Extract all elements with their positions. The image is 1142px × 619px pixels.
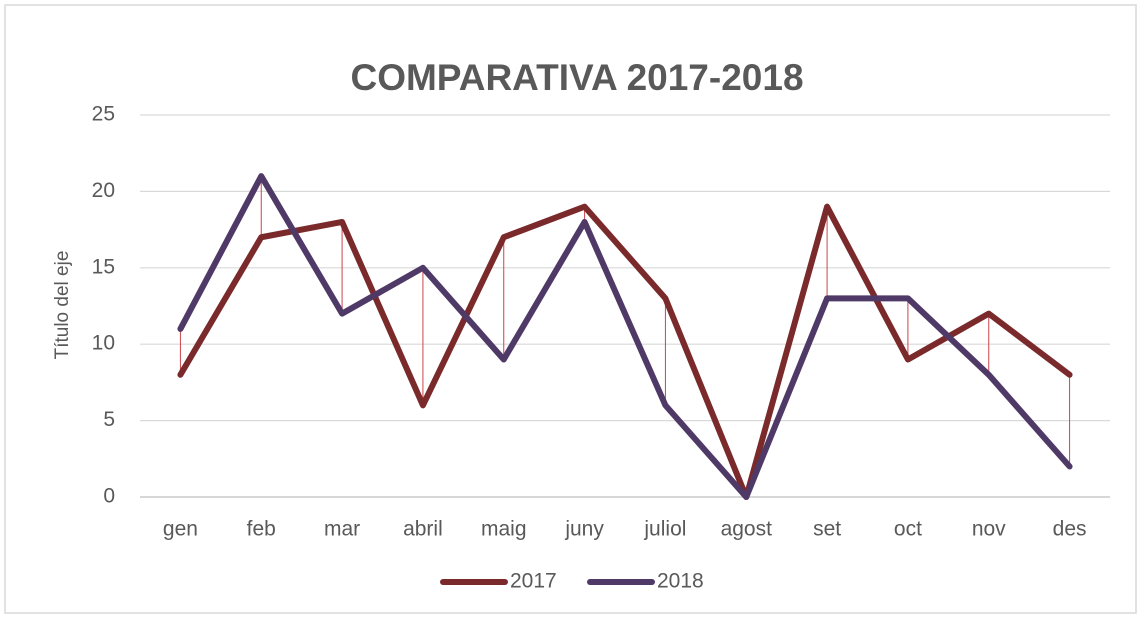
y-tick-label: 5: [103, 408, 115, 431]
y-tick-label: 15: [92, 255, 115, 278]
x-tick-label: nov: [972, 518, 1006, 541]
series-line: [177, 203, 1073, 500]
x-tick-label: abril: [403, 518, 443, 541]
x-tick-label: juny: [564, 518, 604, 541]
x-tick-label: maig: [481, 518, 527, 541]
y-tick-label: 0: [103, 485, 115, 508]
y-tick-label: 10: [92, 332, 115, 355]
y-axis-title: Título del eje: [52, 251, 73, 360]
x-tick-label: mar: [324, 518, 360, 541]
chart-title: COMPARATIVA 2017-2018: [350, 57, 803, 98]
x-tick-label: juliol: [643, 518, 686, 541]
y-tick-label: 25: [92, 103, 115, 126]
legend-label: 2017: [510, 570, 557, 593]
x-tick-label: feb: [247, 518, 276, 541]
y-tick-label: 20: [92, 179, 115, 202]
series-line: [177, 173, 1073, 500]
x-tick-label: agost: [721, 518, 773, 541]
x-tick-label: gen: [163, 518, 198, 541]
legend-label: 2018: [657, 570, 704, 593]
x-tick-label: oct: [894, 518, 922, 541]
x-tick-label: set: [813, 518, 841, 541]
x-tick-label: des: [1053, 518, 1087, 541]
